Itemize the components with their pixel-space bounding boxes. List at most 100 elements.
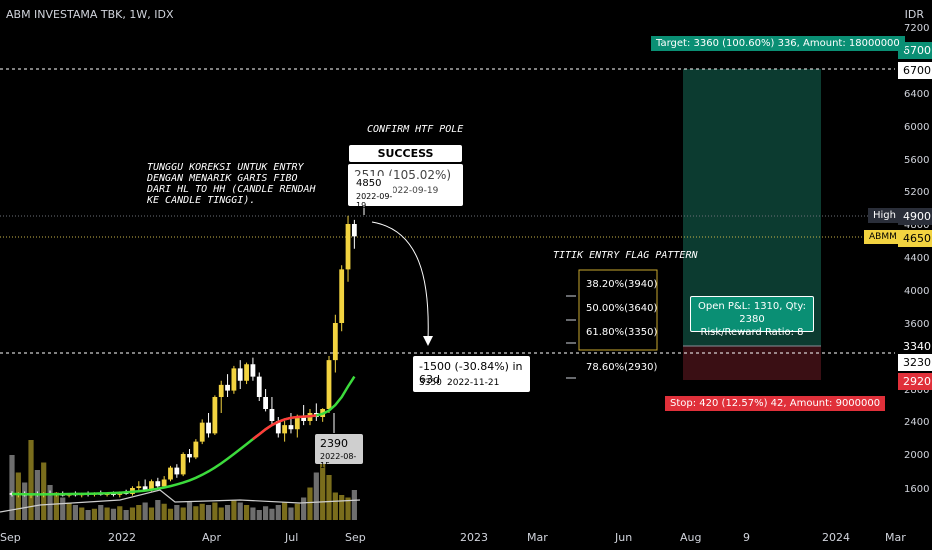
flag-level-tag: 3230 (898, 354, 932, 371)
target-line-tag: 6700 (898, 62, 932, 79)
stop-zone (683, 346, 821, 380)
y-tick-label: 7200 (904, 23, 929, 34)
volume-bar (47, 485, 53, 520)
candle (218, 380, 224, 413)
volume-bar (53, 492, 59, 520)
y-tick-label: 3600 (904, 319, 929, 330)
volume-bar (60, 497, 66, 520)
volume-bar (224, 505, 231, 520)
volume-bar (332, 492, 338, 520)
volume-bar (167, 508, 174, 520)
y-axis: 7200 6400 6000 5600 5200 4800 4400 4000 3600 2800… (904, 23, 929, 495)
x-tick-label: Aug (680, 531, 701, 544)
down-measure-card: -1500 (-30.84%) in 63d 3350 2022-11-21 (413, 356, 530, 392)
candle (161, 476, 167, 488)
candle (244, 362, 249, 385)
volume-bar (9, 455, 15, 520)
volume-bar (117, 506, 123, 520)
moving-average-red-segment (252, 414, 317, 441)
candle (225, 374, 230, 397)
down-measure-text: -1500 (-30.84%) in 63d (419, 360, 523, 386)
pnl-box[interactable]: Open P&L: 1310, Qty: 2380 Risk/Reward Ra… (690, 296, 814, 338)
peak-date: 2022-09-19 (356, 192, 393, 210)
volume-bar (148, 507, 155, 520)
pnl-line-2: Risk/Reward Ratio: 8 (700, 327, 804, 338)
candle (187, 449, 192, 463)
projection-arrow-icon (423, 336, 433, 346)
volume-bar (288, 507, 294, 520)
volume-bar (193, 506, 199, 520)
volume-bar (123, 510, 129, 520)
note-line-2: DENGAN MENARIK GARIS FIBO (147, 173, 298, 184)
volume-bar (110, 508, 117, 520)
volume-bar (174, 505, 180, 520)
volume-bar (243, 505, 250, 520)
candle (339, 265, 345, 332)
candle (136, 481, 142, 492)
volume-bar (218, 507, 224, 520)
candle (250, 357, 256, 381)
volume-bar (186, 501, 193, 520)
volume-bar (301, 497, 307, 520)
candle (326, 356, 332, 413)
y-tick-label: 2800 (904, 385, 929, 396)
volume-bar (98, 505, 104, 520)
volume-ma-line (0, 489, 361, 513)
candle (282, 421, 288, 442)
x-tick-label: Jun (614, 531, 632, 544)
volume-bar (72, 505, 78, 520)
y-tick-label: 2400 (904, 417, 929, 428)
target-level-tag: 6700 (898, 42, 932, 59)
candle (231, 365, 237, 394)
candle (206, 413, 211, 438)
y-tick-label: 2000 (904, 450, 929, 461)
fib-lines (566, 295, 576, 379)
volume-bar (28, 440, 34, 520)
volume-bar (104, 507, 110, 520)
volume-bar (313, 472, 319, 520)
volume-bar (91, 508, 98, 520)
symbol-tag: ABMM (864, 230, 900, 244)
stop-info-tag[interactable]: Stop: 420 (12.57%) 42, Amount: 9000000 (665, 396, 886, 411)
volume-bar (250, 507, 256, 520)
volume-bar (136, 505, 142, 520)
x-axis: Sep 2022 Apr Jul Sep 2023 Mar Jun Aug 9 2024 Mar (0, 531, 906, 544)
volume-bar (41, 462, 47, 520)
currency-label: IDR (904, 8, 924, 21)
chart-title: ABM INVESTAMA TBK, 1W, IDX (6, 8, 174, 21)
down-price: 3350 (419, 378, 442, 388)
volume-bar (180, 507, 186, 520)
volume-bar (231, 500, 237, 520)
target-info-tag[interactable]: Target: 3360 (100.60%) 336, Amount: 1800… (651, 36, 905, 51)
fib-label-382: 38.20%(3940) (586, 279, 658, 290)
y-tick-label: 4400 (904, 253, 929, 264)
candle (199, 419, 205, 445)
fib-label-786: 78.60%(2930) (586, 362, 658, 373)
candle (332, 314, 338, 373)
candle (263, 389, 268, 412)
success-badge: SUCCESS (349, 145, 462, 162)
candle (313, 403, 319, 421)
x-tick-label: Apr (202, 531, 222, 544)
fib-box (578, 269, 658, 351)
low-price: 2390 (320, 437, 348, 450)
y-tick-label: 6000 (904, 122, 929, 133)
up-measure-date: 2022-09-19 (386, 186, 439, 196)
stop-level-tag: 2920 (898, 373, 932, 390)
high-label-tag: High (868, 208, 900, 223)
volume-bar (256, 510, 262, 520)
volume-bar (307, 487, 313, 520)
low-price-card: 2390 2022-08-15 (315, 434, 363, 470)
flag-entry-label: TITIK ENTRY FLAG PATTERN (553, 250, 698, 261)
y-tick-label: 4800 (904, 220, 929, 231)
volume-bar (129, 507, 136, 520)
candle (168, 465, 173, 482)
peak-price-card: 4850 2022-09-19 (353, 176, 393, 210)
volume-bar (326, 475, 332, 520)
volume-bar (212, 502, 218, 520)
peak-price: 4850 (356, 178, 382, 189)
note-line-4: KE CANDLE TINGGI). (147, 195, 256, 206)
x-tick-label: 2023 (460, 531, 488, 544)
volume-bar (161, 503, 167, 520)
